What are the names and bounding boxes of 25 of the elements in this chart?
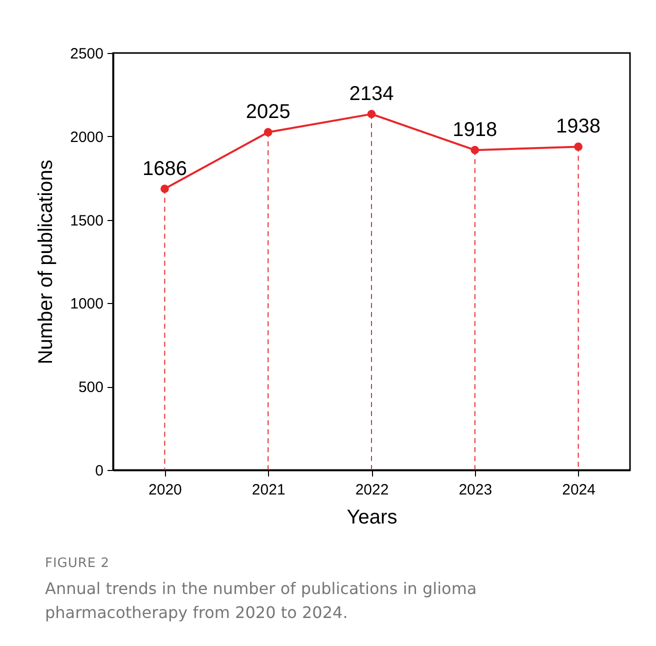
x-axis-title: Years	[346, 506, 398, 528]
caption: FIGURE 2	[45, 556, 111, 571]
y-tick-label: 2000	[70, 128, 104, 146]
point	[367, 110, 376, 118]
data-label: 1686	[142, 158, 187, 180]
x-tick-label: 2024	[562, 482, 596, 498]
x-tick-label: 2021	[252, 482, 286, 498]
x-tick-label: 2020	[148, 482, 182, 498]
x-tick-label: 2022	[355, 482, 389, 498]
y-tick-label: 500	[78, 379, 104, 396]
data-label: 2134	[349, 83, 394, 106]
point	[574, 142, 582, 151]
y-tick-label: 2500	[70, 46, 104, 62]
y-tick-label: 1500	[70, 212, 104, 230]
y-axis-title: Number of publications	[35, 160, 58, 364]
data-label: 1938	[556, 116, 601, 138]
data-label: 2025	[246, 101, 290, 124]
y-tick-label: 0	[95, 462, 104, 480]
data-label: 1918	[452, 119, 498, 142]
y-tick-label: 1000	[70, 296, 104, 313]
point	[470, 146, 480, 154]
point	[160, 184, 169, 193]
point	[264, 128, 272, 136]
text: Annual trends in the number of publications in glioma pharmacotherapy from 2020 to 2024.	[45, 578, 478, 624]
x-tick-label: 2023	[458, 482, 492, 498]
